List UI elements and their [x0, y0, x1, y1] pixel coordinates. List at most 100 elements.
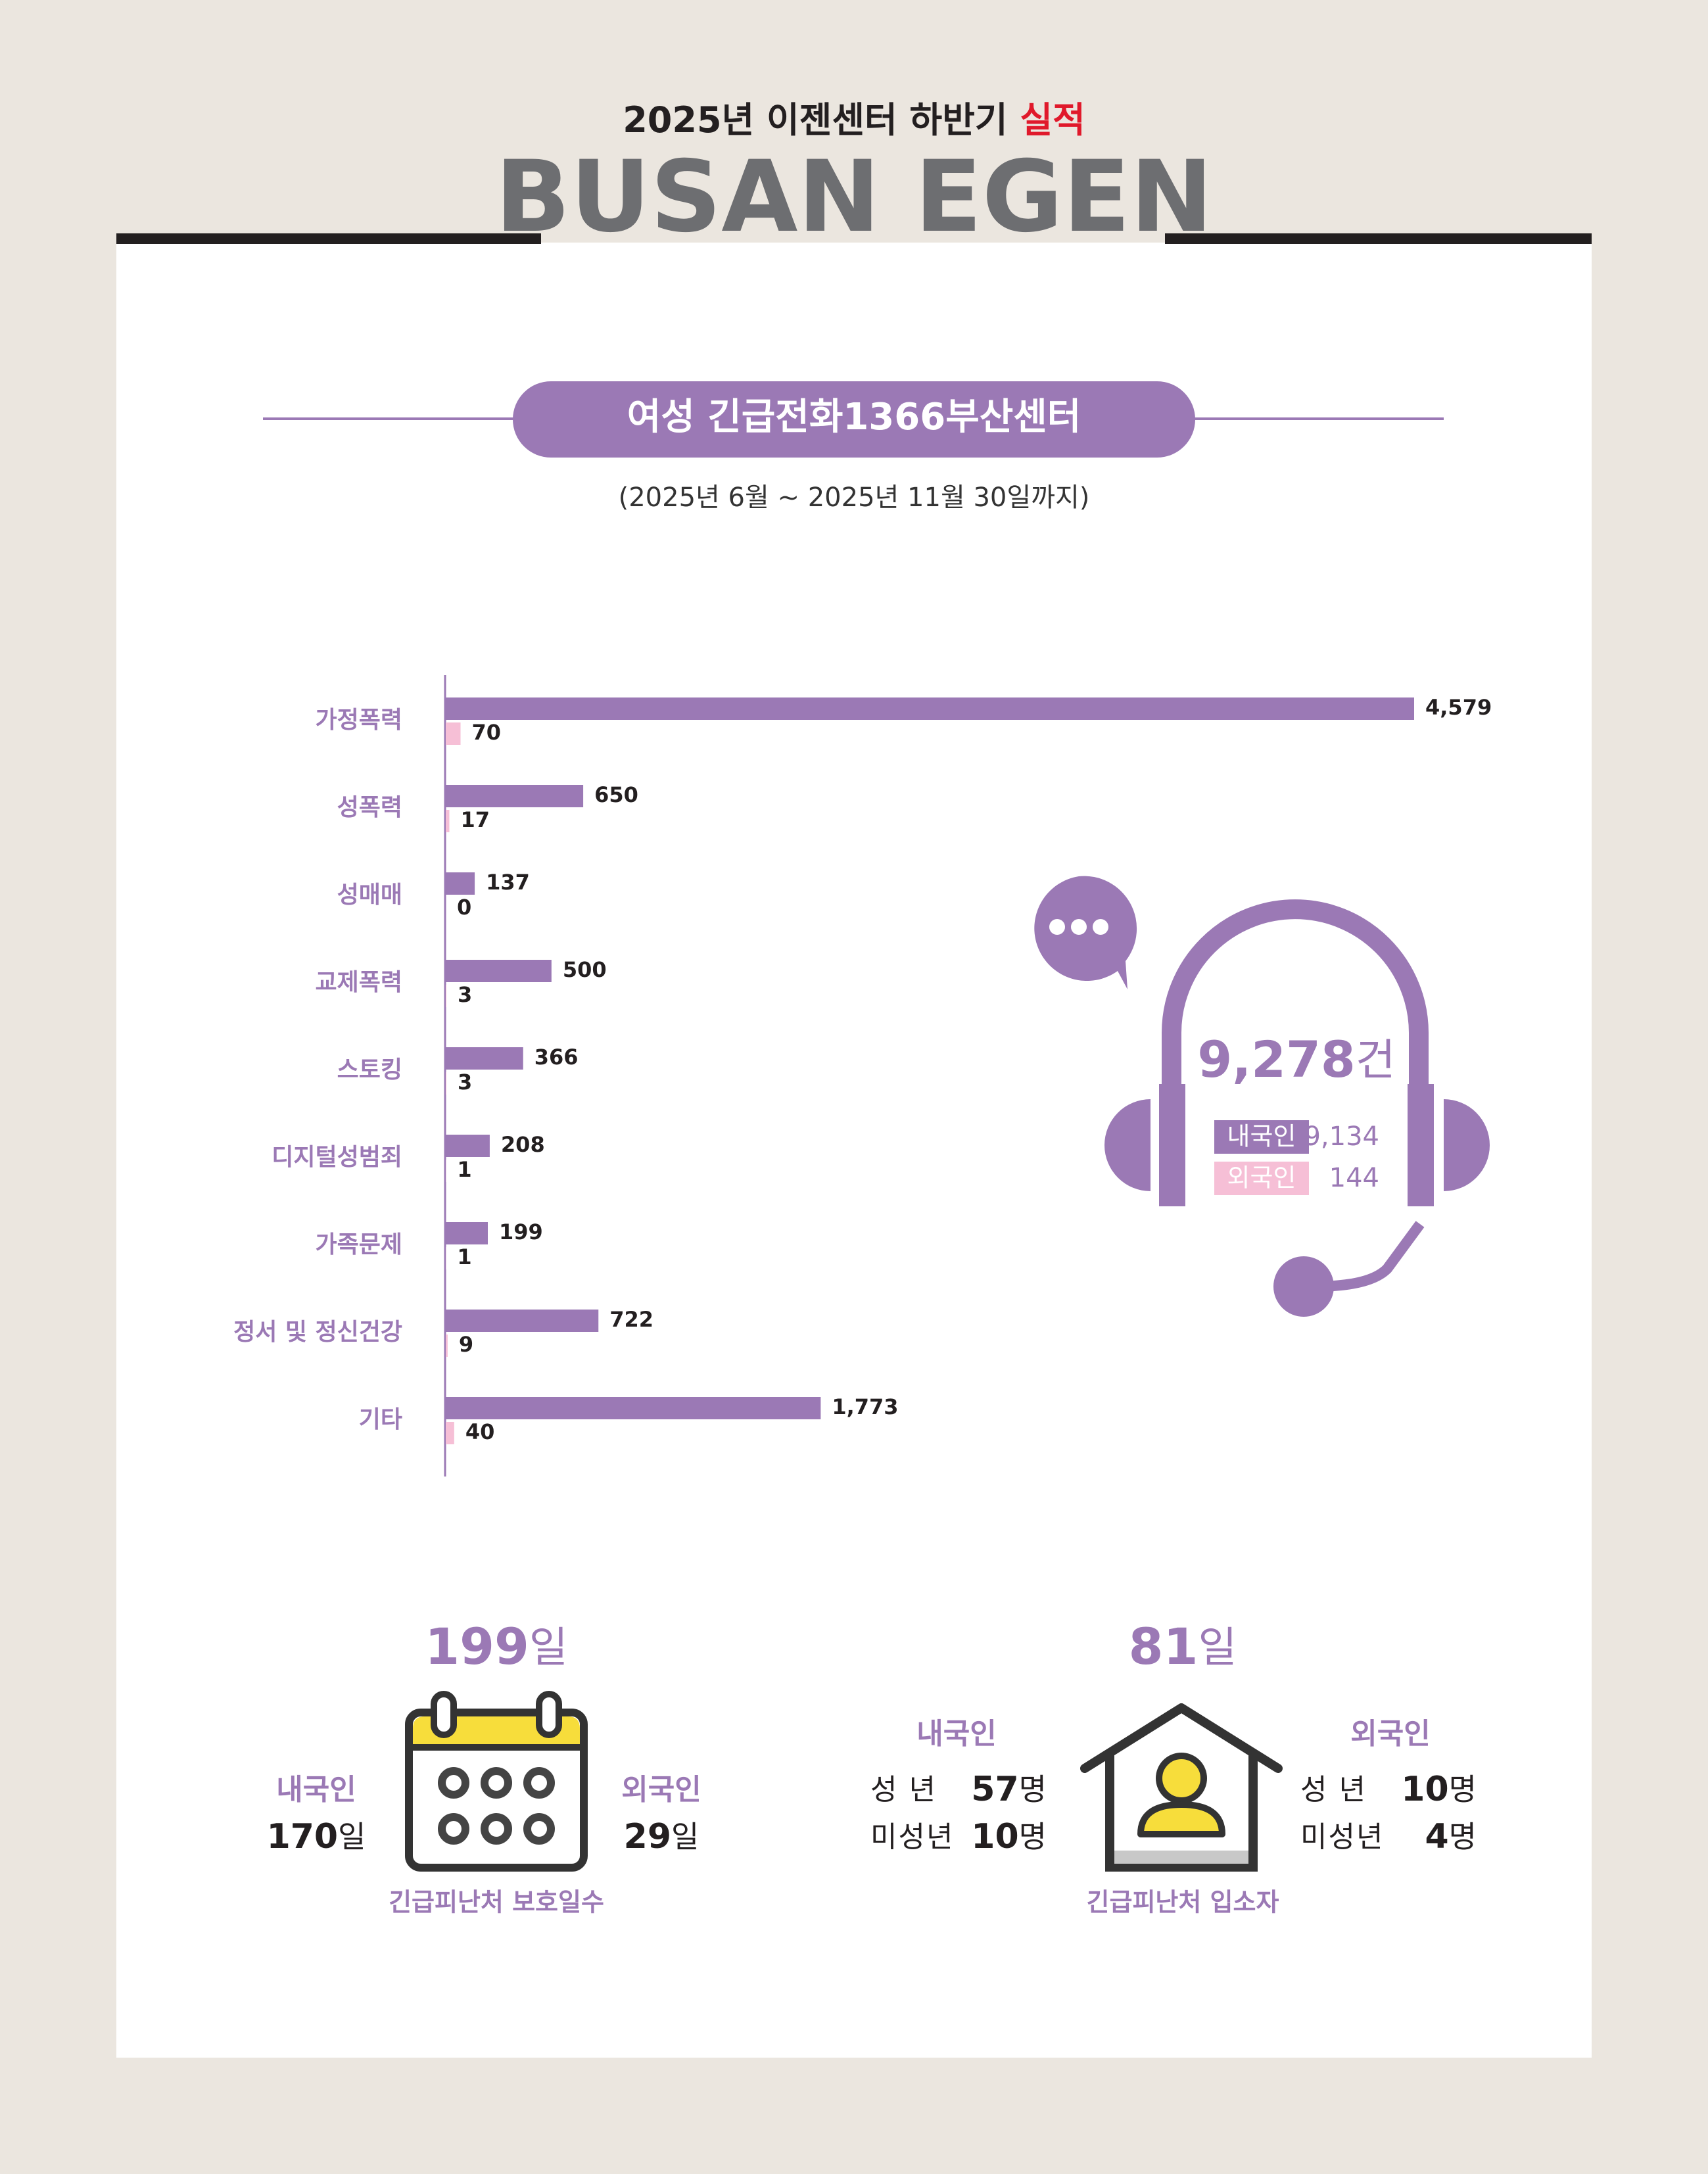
legend-total: 9,134: [1304, 1122, 1379, 1152]
bar: [446, 722, 461, 745]
caption: 긴급피난처 입소자: [1087, 1888, 1279, 1917]
value-label: 722: [609, 1307, 653, 1332]
day: [523, 1767, 555, 1799]
row-value: 57명: [971, 1770, 1047, 1809]
category-label: 가정폭력: [316, 707, 402, 734]
category-label: 기타: [359, 1406, 402, 1433]
row-label: 미성년: [870, 1820, 954, 1854]
day: [523, 1813, 555, 1845]
row-label: 성 년: [870, 1773, 937, 1807]
number: 57: [971, 1770, 1018, 1809]
value: 29일: [624, 1817, 700, 1856]
row-value: 4명: [1425, 1817, 1477, 1856]
ear-pad: [1104, 1099, 1151, 1191]
value-label: 3: [458, 982, 472, 1007]
total: 9,278건: [1197, 1030, 1395, 1089]
value-label: 1: [457, 1157, 471, 1182]
value-label: 650: [594, 782, 638, 807]
residents-total: 81일: [1129, 1617, 1237, 1676]
legend-swatch: [1214, 1120, 1309, 1154]
category-label: 가족문제: [316, 1231, 402, 1258]
legend-label: 내국인: [1227, 1122, 1296, 1151]
bar: [446, 1310, 599, 1332]
speech-bubble: [1034, 876, 1137, 989]
bar: [446, 1222, 488, 1244]
number: 10: [1401, 1770, 1448, 1809]
ear-cup: [1408, 1084, 1434, 1206]
mic: [1273, 1256, 1334, 1317]
dot: [1049, 919, 1065, 935]
roof: [1080, 1703, 1283, 1773]
value-label: 208: [501, 1132, 545, 1157]
bar: [446, 1135, 490, 1157]
floor: [1114, 1851, 1248, 1864]
legend-swatch: [1214, 1162, 1309, 1195]
legend-total: 144: [1329, 1163, 1379, 1193]
unit: 명: [1019, 1772, 1047, 1807]
value-label: 137: [486, 870, 530, 895]
category-label: 디지털성범죄: [272, 1144, 402, 1171]
legend-label: 외국인: [1227, 1164, 1296, 1193]
row-value: 10명: [1401, 1770, 1477, 1809]
bar: [446, 697, 1414, 720]
value-label: 1,773: [832, 1394, 898, 1419]
ear-cup: [1159, 1084, 1185, 1206]
days: [438, 1767, 555, 1845]
headset-icon: [1034, 876, 1490, 1317]
bar: [446, 1422, 454, 1444]
headband: [1162, 899, 1429, 1118]
days-total: 199일: [425, 1617, 568, 1676]
head: [1156, 1753, 1207, 1804]
value-label: 0: [457, 895, 471, 920]
day: [481, 1813, 512, 1845]
category-label: 정서 및 정신건강: [233, 1319, 402, 1346]
day: [481, 1767, 512, 1799]
value-label: 500: [563, 957, 607, 982]
brand: BUSAN EGEN: [495, 140, 1213, 254]
bar: [446, 810, 450, 832]
value-label: 366: [534, 1045, 579, 1070]
unit: 명: [1449, 1819, 1477, 1855]
value-label: 70: [472, 720, 502, 745]
category-label: 성폭력: [337, 794, 402, 821]
calendar-icon: [405, 1691, 588, 1872]
dot: [1071, 919, 1087, 935]
ear-pad: [1444, 1099, 1490, 1191]
category-label: 성매매: [337, 882, 402, 909]
value-label: 3: [458, 1070, 472, 1095]
section-title: 여성 긴급전화1366부산센터: [627, 396, 1081, 438]
bar: [446, 872, 475, 895]
row-label: 미성년: [1300, 1820, 1384, 1854]
ring: [536, 1691, 562, 1738]
label: 내국인: [916, 1717, 996, 1751]
bar: [446, 1335, 448, 1357]
house-icon: [1080, 1703, 1283, 1872]
unit: 명: [1449, 1772, 1477, 1807]
number: 10: [971, 1817, 1018, 1856]
day: [438, 1767, 469, 1799]
category-label: 교제폭력: [316, 969, 402, 996]
row-value: 10명: [971, 1817, 1047, 1856]
ring: [431, 1691, 457, 1738]
value-label: 17: [460, 807, 490, 832]
bar: [446, 785, 584, 807]
category-label: 스토킹: [337, 1056, 402, 1083]
mic-arm: [1304, 1221, 1425, 1294]
day: [438, 1813, 469, 1845]
bar: [446, 1047, 523, 1070]
section-pill: [513, 381, 1195, 458]
bar: [446, 1397, 821, 1419]
panel: [116, 243, 1592, 2058]
dot: [1093, 919, 1108, 935]
row-label: 성 년: [1300, 1773, 1367, 1807]
body: [1137, 1801, 1225, 1837]
caption: 긴급피난처 보호일수: [389, 1888, 604, 1917]
period: (2025년 6월 ~ 2025년 11월 30일까지): [619, 483, 1090, 513]
value: 170일: [267, 1817, 366, 1856]
value-label: 4,579: [1425, 695, 1492, 720]
label: 외국인: [621, 1773, 701, 1807]
value-label: 1: [457, 1244, 471, 1269]
